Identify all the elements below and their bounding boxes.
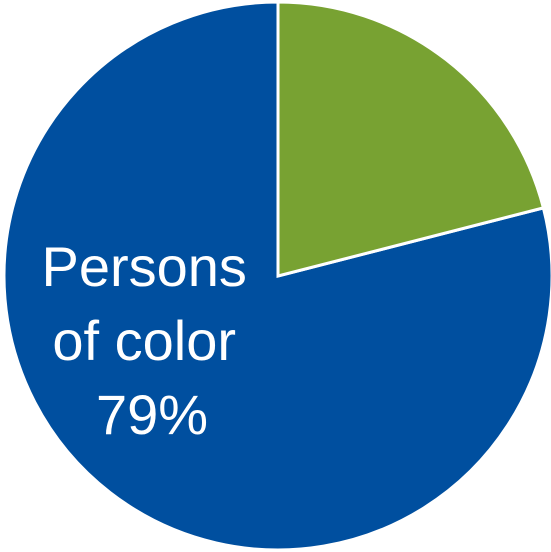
pie-slice-1 <box>276 0 546 278</box>
slice-label-line-2: of color <box>52 309 236 372</box>
slice-label-line-1: Persons <box>42 235 247 298</box>
slice-value-label: 79% <box>96 383 208 446</box>
slice-label-persons-of-color: Persons of color 79% <box>42 235 263 446</box>
